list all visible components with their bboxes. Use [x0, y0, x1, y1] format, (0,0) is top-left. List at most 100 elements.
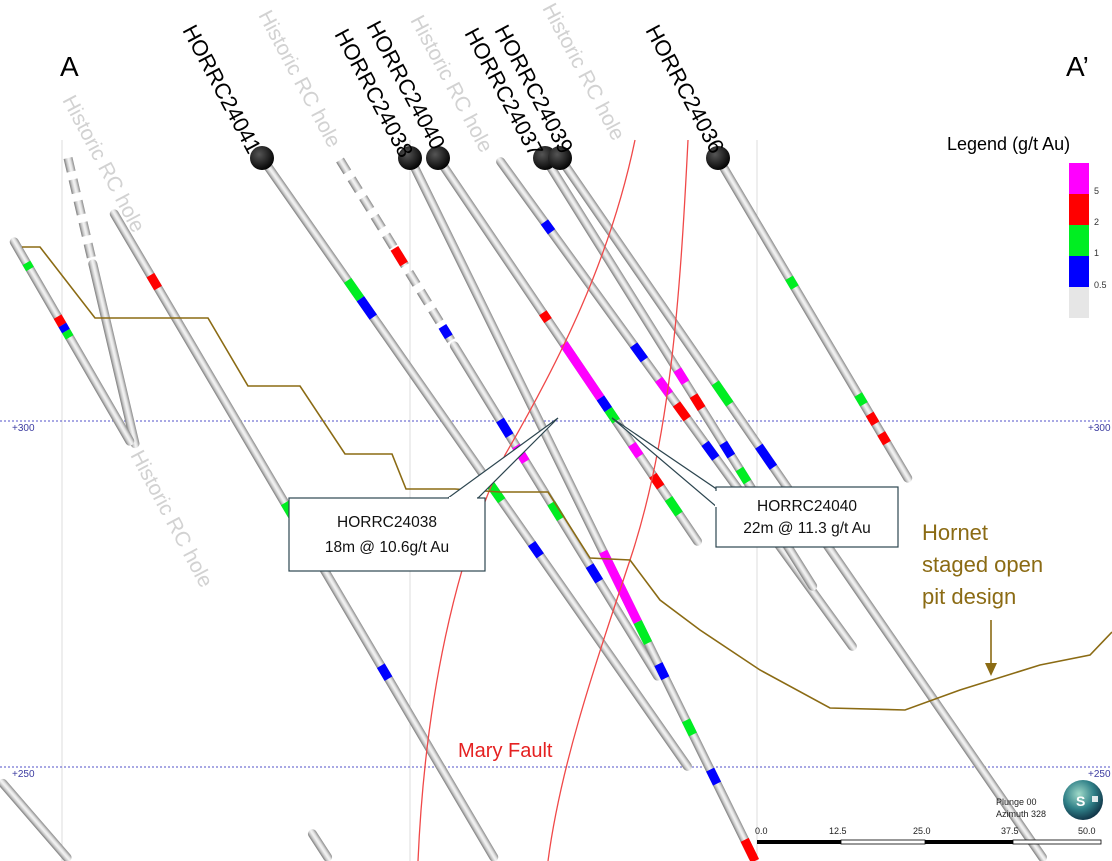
- historic-hole-2-assay-interval: [53, 314, 67, 328]
- horrc24041-trace-assay-interval: [343, 277, 365, 302]
- plunge-text: Plunge 00: [996, 797, 1037, 807]
- historic-hole-3-assay-interval: [146, 272, 162, 291]
- historic-hole-2: [9, 237, 135, 446]
- legend-bin-1: [1069, 225, 1089, 256]
- horrc24040-trace-assay-interval: [539, 310, 552, 324]
- legend-bin-5: [1069, 163, 1089, 194]
- pit-label-line-2: staged open: [922, 552, 1043, 577]
- horrc24038-trace-assay-interval: [633, 619, 653, 646]
- horrc24041-collar: [250, 146, 274, 170]
- horrc24040-trace-assay-interval: [604, 407, 620, 424]
- scale-tick-2: 25.0: [913, 826, 931, 836]
- horrc24039-ext-collar: [548, 146, 572, 170]
- horrc24038-trace-assay-interval: [654, 662, 670, 681]
- legend-tick-1: 1: [1094, 248, 1099, 258]
- scale-tick-4: 50.0: [1078, 826, 1096, 836]
- svg-text:S: S: [1076, 793, 1085, 809]
- legend-tick-2: 2: [1094, 217, 1099, 227]
- horrc24039-ext-trace-assay-interval: [755, 443, 778, 470]
- horrc24037-trace-assay-interval: [672, 401, 691, 422]
- horrc24040-trace: [436, 157, 702, 546]
- horrc24036-collar: [706, 146, 730, 170]
- horrc24036-trace: [715, 157, 913, 483]
- elevation-label-300-right: +300: [1088, 423, 1111, 434]
- legend-bin-0-5: [1069, 256, 1089, 287]
- horrc24036-trace-assay-interval: [785, 275, 799, 290]
- horrc24037-trace-assay-interval: [540, 219, 556, 235]
- callout-leaders: [446, 417, 719, 510]
- horrc24041-trace-assay-interval: [356, 296, 377, 320]
- scale-tick-0: 0.0: [755, 826, 768, 836]
- section-label-end: A’: [1066, 51, 1089, 82]
- callout-2-hole: HORRC24040: [757, 498, 857, 515]
- historic-hole-4: [0, 778, 72, 861]
- legend-bin-2: [1069, 194, 1089, 225]
- scale-bar: 0.0 12.5 25.0 37.5 50.0: [755, 826, 1102, 845]
- horrc24040-trace-assay-interval: [628, 441, 644, 459]
- horrc24040-collar: [426, 146, 450, 170]
- elevation-label-300-left: +300: [12, 423, 35, 434]
- horrc24037-trace-assay-interval: [630, 342, 649, 363]
- horrc24037-trace-assay-interval: [655, 376, 674, 397]
- pit-label-line-1: Hornet: [922, 520, 988, 545]
- section-label-start: A: [60, 51, 79, 82]
- horrc24039-trace-assay-interval: [673, 367, 690, 386]
- historic-hole-6-assay-interval: [496, 417, 514, 438]
- pit-label-line-3: pit design: [922, 584, 1016, 609]
- elevation-label-250-right: +250: [1088, 769, 1111, 780]
- horrc24039-trace: [542, 157, 818, 591]
- elevation-lines: +300 +300 +250 +250: [0, 420, 1112, 780]
- historic-label-5: Historic RC hole: [126, 447, 218, 592]
- horrc24040-trace-assay-interval: [560, 341, 605, 401]
- horrc24036-trace-assay-interval: [877, 431, 891, 446]
- horrc24037-trace-assay-interval: [701, 440, 720, 461]
- legend: Legend (g/t Au) 5 2 1 0.5: [947, 134, 1107, 318]
- historic-hole-2-assay-interval: [62, 328, 74, 340]
- orientation-indicator: Plunge 00 Azimuth 328 S: [996, 780, 1103, 820]
- historic-hole-6: [336, 157, 663, 681]
- historic-hole-3-assay-interval: [376, 663, 393, 682]
- legend-title: Legend (g/t Au): [947, 134, 1070, 154]
- horrc24038-trace-assay-interval: [740, 837, 760, 861]
- orientation-globe-icon: [1063, 780, 1103, 820]
- elevation-label-250-left: +250: [12, 769, 35, 780]
- scale-tick-3: 37.5: [1001, 826, 1019, 836]
- horrc24040-trace-assay-interval: [596, 395, 613, 413]
- hole-name-horrc24036: HORRC24036: [641, 21, 730, 158]
- historic-hole-6-assay-interval: [585, 563, 604, 584]
- pit-label: Hornet staged open pit design: [922, 520, 1043, 676]
- historic-hole-6-assay-interval: [438, 324, 453, 340]
- horrc24038-trace-assay-interval: [706, 767, 722, 786]
- historic-hole-1: [63, 156, 140, 449]
- horrc24039-ext-trace-assay-interval: [711, 380, 734, 407]
- horrc24039-trace-assay-interval: [719, 440, 736, 459]
- horrc24036-trace-assay-interval: [854, 392, 868, 407]
- hole-name-horrc24041: HORRC24041: [178, 21, 267, 158]
- pit-outline: [22, 246, 1112, 711]
- azimuth-text: Azimuth 328: [996, 809, 1046, 819]
- callout-1-hole: HORRC24038: [337, 514, 437, 531]
- legend-tick-0-5: 0.5: [1094, 280, 1107, 290]
- horrc24041-trace-assay-interval: [527, 540, 544, 559]
- historic-hole-6-assay-interval: [547, 500, 565, 522]
- historic-hole-2-assay-interval: [58, 322, 70, 334]
- horrc24036-trace-assay-interval: [865, 411, 880, 426]
- historic-hole-5: [307, 829, 333, 861]
- horrc24039-trace-assay-interval: [735, 466, 752, 485]
- horrc24038-collar: [398, 146, 422, 170]
- mary-fault-trace: [417, 139, 689, 861]
- horrc24040-trace-assay-interval: [664, 496, 683, 517]
- historic-hole-6-assay-interval: [390, 246, 408, 267]
- callout-2-intercept: 22m @ 11.3 g/t Au: [743, 520, 870, 537]
- historic-hole-2-assay-interval: [22, 260, 34, 272]
- callout-1-intercept: 18m @ 10.6g/t Au: [325, 539, 449, 556]
- horrc24038-trace-assay-interval: [681, 718, 697, 737]
- historic-label-2: Historic RC hole: [254, 7, 346, 152]
- callout-horrc24038: HORRC24038 18m @ 10.6g/t Au: [288, 497, 486, 572]
- horrc24041-trace: [260, 157, 692, 771]
- legend-bin-background: [1069, 287, 1089, 318]
- scale-tick-1: 12.5: [829, 826, 847, 836]
- fault-label: Mary Fault: [458, 740, 553, 762]
- horrc24039-trace-assay-interval: [689, 393, 706, 411]
